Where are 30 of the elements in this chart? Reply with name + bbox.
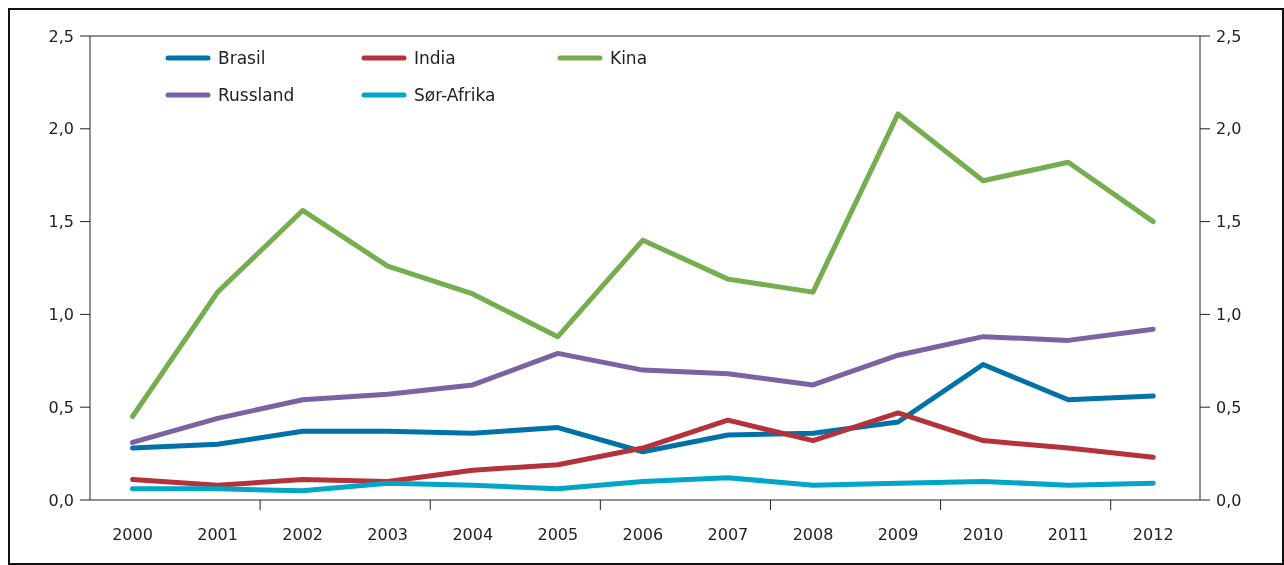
- x-tick-label: 2001: [197, 525, 238, 544]
- legend-label: Sør-Afrika: [414, 84, 496, 105]
- x-tick-label: 2002: [282, 525, 323, 544]
- x-tick-label: 2007: [707, 525, 749, 544]
- y-tick-label: 2,0: [48, 119, 74, 139]
- x-tick-label: 2003: [367, 525, 409, 544]
- x-tick-label: 2004: [452, 525, 494, 544]
- x-tick-label: 2012: [1132, 525, 1174, 544]
- legend-label: Russland: [218, 84, 295, 105]
- y2-tick-label: 2,5: [1216, 26, 1242, 46]
- y-tick-label: 1,0: [48, 305, 74, 324]
- x-tick-label: 2009: [877, 525, 919, 544]
- x-tick-label: 2000: [112, 525, 153, 544]
- y2-tick-label: 0,0: [1216, 490, 1242, 510]
- x-tick-label: 2010: [962, 525, 1004, 544]
- legend-label: Brasil: [218, 47, 266, 68]
- y2-tick-label: 1,0: [1216, 305, 1242, 324]
- y2-tick-label: 1,5: [1216, 212, 1242, 232]
- y-tick-label: 0,0: [48, 490, 74, 510]
- x-tick-label: 2006: [622, 525, 664, 544]
- x-tick-label: 2008: [792, 525, 834, 544]
- y-tick-label: 0,5: [48, 397, 74, 417]
- y2-tick-label: 0,5: [1216, 397, 1242, 417]
- x-tick-label: 2005: [537, 525, 579, 544]
- legend-label: Kina: [610, 47, 648, 68]
- x-tick-label: 2011: [1047, 525, 1089, 544]
- y-tick-label: 1,5: [48, 212, 74, 232]
- legend-label: India: [414, 47, 456, 68]
- y2-tick-label: 2,0: [1216, 119, 1242, 139]
- y-tick-label: 2,5: [48, 26, 74, 46]
